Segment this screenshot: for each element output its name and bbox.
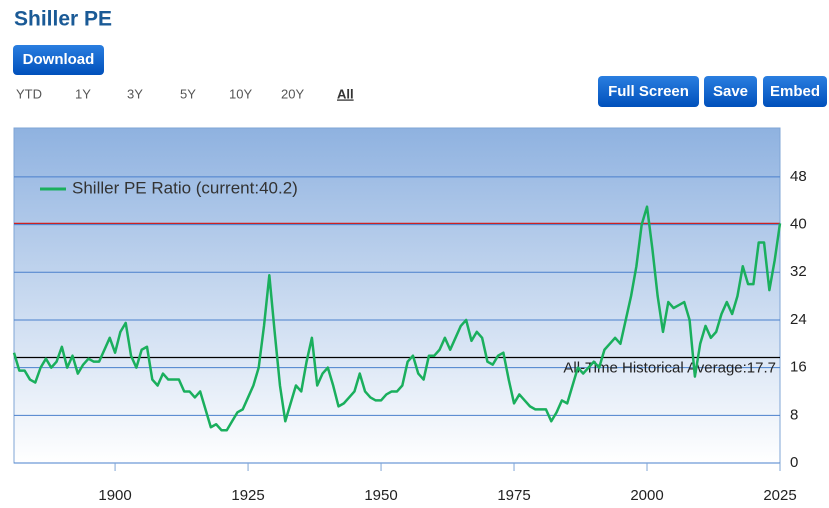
data-line — [12, 205, 782, 432]
x-tick-label: 2025 — [763, 487, 796, 504]
y-tick-label: 24 — [790, 311, 807, 328]
download-label[interactable]: Download — [23, 51, 95, 68]
y-tick-label: 40 — [790, 216, 807, 233]
plot: 0 8 16 24 32 40 48 1900 1925 1950 1975 2000 2025 All-… — [12, 168, 807, 504]
x-tick-label: 1950 — [364, 487, 397, 504]
y-tick-label: 48 — [790, 168, 807, 185]
x-tick-label: 1975 — [497, 487, 530, 504]
range-tab[interactable]: 10Y — [229, 86, 252, 101]
download-button-bg[interactable] — [13, 45, 104, 75]
y-tick-label: 16 — [790, 359, 807, 376]
range-tab[interactable]: 20Y — [281, 86, 304, 101]
range-tab[interactable]: 3Y — [127, 86, 143, 101]
legend-label: Shiller PE Ratio (current:40.2) — [72, 178, 298, 197]
download-button[interactable]: Download — [13, 45, 104, 75]
range-tab[interactable]: 5Y — [180, 86, 196, 101]
toolbar-button-label[interactable]: Save — [713, 83, 748, 100]
y-tick-label: 32 — [790, 263, 807, 280]
plot-area — [13, 127, 781, 464]
toolbar-button[interactable] — [763, 76, 827, 107]
x-tick-label: 1925 — [231, 487, 264, 504]
toolbar-button-label[interactable]: Full Screen — [608, 83, 689, 100]
toolbar-button[interactable] — [598, 76, 699, 107]
range-tabs: YTD 1Y 3Y 5Y 10Y 20Y All — [16, 86, 354, 101]
x-tick-label: 1900 — [98, 487, 131, 504]
range-tab[interactable]: 1Y — [75, 86, 91, 101]
x-tick-label: 2000 — [630, 487, 663, 504]
toolbar-button[interactable] — [704, 76, 757, 107]
toolbar: Full Screen Save Embed — [598, 76, 827, 107]
y-tick-label: 8 — [790, 406, 798, 423]
range-tab[interactable]: YTD — [16, 86, 42, 101]
range-tab[interactable]: All — [337, 86, 354, 101]
page-title: Shiller PE — [14, 8, 112, 31]
reference-label: All-Time Historical Average:17.7 — [563, 359, 776, 376]
toolbar-button-label[interactable]: Embed — [770, 83, 820, 100]
y-tick-label: 0 — [790, 454, 798, 471]
